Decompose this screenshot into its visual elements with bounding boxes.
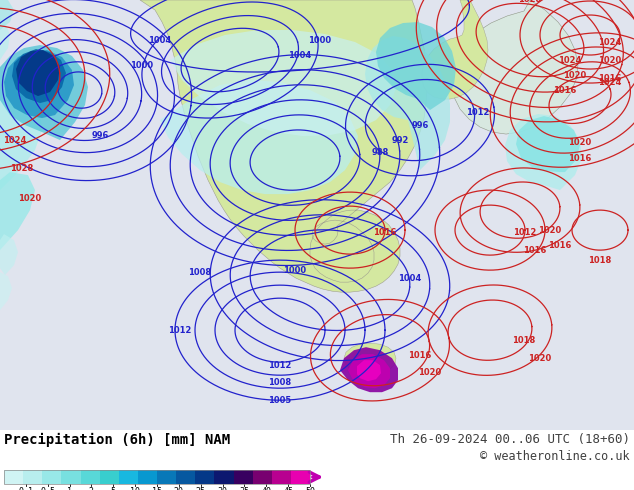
- Bar: [138, 470, 157, 484]
- Polygon shape: [505, 114, 582, 190]
- Text: 1024: 1024: [559, 55, 581, 65]
- Text: 988: 988: [372, 147, 389, 157]
- Bar: [176, 470, 195, 484]
- Text: 1012: 1012: [514, 228, 537, 237]
- Text: 50: 50: [305, 487, 315, 490]
- Text: 10: 10: [130, 487, 140, 490]
- Polygon shape: [340, 347, 398, 392]
- Polygon shape: [365, 36, 450, 170]
- Bar: [61, 470, 81, 484]
- Text: 1008: 1008: [188, 268, 212, 277]
- Text: 1000: 1000: [283, 266, 307, 274]
- Text: 1020: 1020: [528, 354, 552, 363]
- Polygon shape: [0, 272, 12, 310]
- Text: 1016: 1016: [408, 351, 432, 360]
- Text: 1004: 1004: [398, 273, 422, 283]
- Text: 5: 5: [111, 487, 116, 490]
- Polygon shape: [0, 45, 88, 140]
- Text: Th 26-09-2024 00..06 UTC (18+60): Th 26-09-2024 00..06 UTC (18+60): [390, 433, 630, 446]
- Text: 1004: 1004: [288, 50, 312, 59]
- Polygon shape: [348, 354, 390, 388]
- Text: 25: 25: [196, 487, 205, 490]
- Text: 1000: 1000: [131, 61, 153, 70]
- Polygon shape: [516, 116, 580, 172]
- Polygon shape: [0, 172, 35, 250]
- Text: 1020: 1020: [418, 368, 442, 377]
- Text: 40: 40: [261, 487, 271, 490]
- Text: 1016: 1016: [523, 245, 547, 255]
- Polygon shape: [16, 50, 60, 96]
- Bar: [81, 470, 100, 484]
- Polygon shape: [160, 80, 358, 194]
- Text: 996: 996: [91, 130, 108, 140]
- Text: © weatheronline.co.uk: © weatheronline.co.uk: [481, 450, 630, 463]
- Polygon shape: [376, 22, 456, 110]
- Polygon shape: [170, 30, 396, 136]
- Text: 1: 1: [67, 487, 72, 490]
- Text: 30: 30: [217, 487, 228, 490]
- Bar: [195, 470, 214, 484]
- Text: 1016: 1016: [568, 153, 592, 163]
- Text: 1004: 1004: [148, 35, 172, 45]
- Bar: [100, 470, 119, 484]
- Text: 1016: 1016: [553, 86, 577, 95]
- Bar: [4, 470, 23, 484]
- Text: 1020: 1020: [598, 55, 621, 65]
- Text: 1016: 1016: [548, 241, 572, 249]
- Text: 1024: 1024: [598, 77, 622, 87]
- Text: 45: 45: [283, 487, 293, 490]
- Polygon shape: [0, 0, 14, 30]
- Polygon shape: [357, 360, 381, 381]
- Bar: [4, 470, 310, 484]
- Polygon shape: [140, 0, 427, 292]
- Polygon shape: [344, 343, 396, 373]
- Text: 1012: 1012: [268, 361, 292, 369]
- Text: 2: 2: [89, 487, 94, 490]
- Polygon shape: [0, 234, 18, 275]
- Bar: [233, 470, 252, 484]
- Text: 1000: 1000: [308, 35, 332, 45]
- Text: 1018: 1018: [588, 256, 612, 265]
- Bar: [119, 470, 138, 484]
- Polygon shape: [12, 49, 66, 103]
- Text: 20: 20: [174, 487, 184, 490]
- Text: 1020: 1020: [18, 194, 42, 202]
- Text: 992: 992: [391, 136, 409, 145]
- Bar: [42, 470, 61, 484]
- Text: 1016: 1016: [373, 228, 397, 237]
- Text: 0.1: 0.1: [18, 487, 34, 490]
- Text: 1018: 1018: [512, 336, 536, 344]
- Bar: [291, 470, 310, 484]
- Bar: [214, 470, 233, 484]
- Polygon shape: [4, 50, 74, 118]
- Text: Precipitation (6h) [mm] NAM: Precipitation (6h) [mm] NAM: [4, 433, 230, 447]
- Polygon shape: [0, 88, 42, 190]
- Text: 1008: 1008: [268, 378, 292, 387]
- Text: 1020: 1020: [568, 138, 592, 147]
- Text: 996: 996: [411, 121, 429, 129]
- Text: 1016: 1016: [598, 74, 622, 82]
- Text: 0.5: 0.5: [40, 487, 55, 490]
- Text: 1028: 1028: [10, 164, 34, 172]
- Text: 1012: 1012: [467, 108, 489, 117]
- Text: 15: 15: [152, 487, 162, 490]
- Text: 1020: 1020: [564, 71, 586, 79]
- Text: 1024: 1024: [3, 136, 27, 145]
- Polygon shape: [452, 0, 578, 134]
- Text: 35: 35: [240, 487, 249, 490]
- Text: 1012: 1012: [168, 326, 191, 335]
- Text: 1028: 1028: [519, 0, 541, 4]
- Polygon shape: [422, 0, 488, 99]
- Polygon shape: [0, 18, 10, 60]
- Bar: [252, 470, 272, 484]
- Bar: [23, 470, 42, 484]
- Text: 1024: 1024: [598, 38, 622, 47]
- Bar: [157, 470, 176, 484]
- Bar: [272, 470, 291, 484]
- Text: 1020: 1020: [538, 225, 562, 235]
- Text: 1005: 1005: [268, 396, 292, 405]
